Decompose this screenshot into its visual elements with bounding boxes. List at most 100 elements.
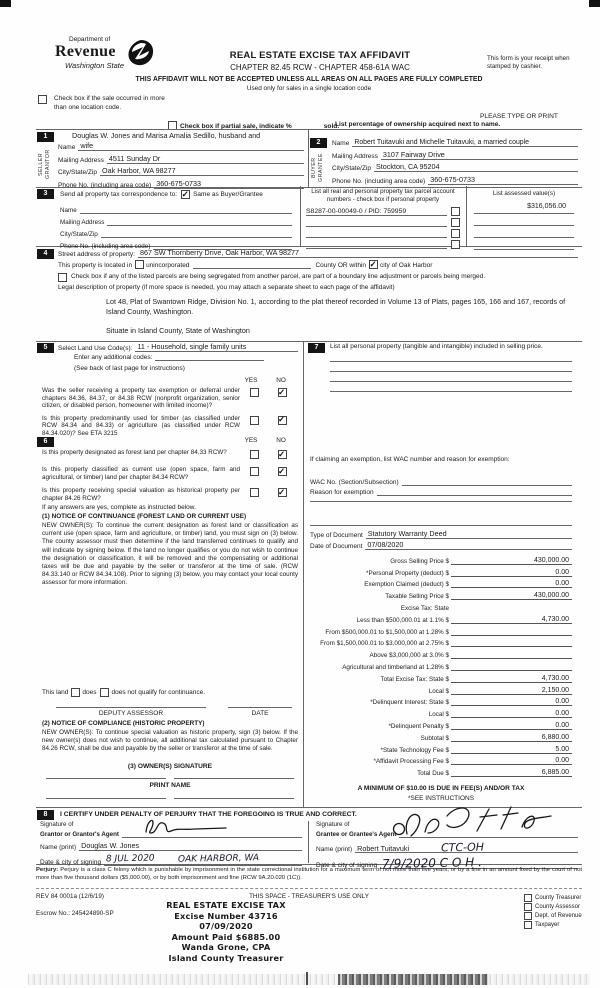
scan-artifact-strip: [28, 972, 590, 985]
question-text: Is this property receiving special valua…: [42, 487, 240, 503]
dept-of-label: Department of: [69, 36, 111, 43]
tax-row-label: *Delinquent Penalty $: [388, 722, 449, 730]
distribution-checkbox: [524, 902, 532, 911]
county-or-within-label: County OR within: [315, 262, 367, 269]
distribution-checkbox: [524, 911, 532, 920]
tax-row-label: Local $: [428, 711, 449, 719]
tax-row-value: 0.00: [451, 757, 572, 766]
right-column: 7 List all personal property (tangible a…: [308, 341, 582, 807]
no-header-6: NO: [276, 437, 286, 444]
tax-row-label: Gross Selling Price $: [390, 557, 449, 565]
yes-checkbox: [250, 388, 259, 397]
tax-row-label: *State Technology Fee $: [380, 746, 450, 754]
seller-address-label: Mailing Address: [58, 156, 104, 164]
section-3-number: 3: [37, 189, 54, 199]
tax-row-label: Local $: [428, 687, 449, 695]
no-checkbox: [277, 487, 287, 498]
yes-checkbox: [250, 467, 259, 476]
land-use-label: Select Land Use Code(s):: [58, 345, 133, 352]
grantee-extra-handwriting: CTC-OH: [440, 840, 484, 855]
assessed-header: List assessed value(s): [492, 190, 556, 197]
notice-continuance-body: NEW OWNER(S): To continue the current de…: [42, 522, 298, 587]
does-not-label: does not qualify for continuance.: [111, 689, 206, 696]
property-section: 4 Street address of property: 867 SW Tho…: [36, 247, 582, 342]
no-checkbox: [277, 414, 287, 425]
additional-codes-line: [155, 360, 264, 361]
tax-row-value: 5.00: [451, 746, 572, 754]
parcel-header: List all real and personal property tax …: [311, 188, 455, 203]
correspondence-field-label: Phone No. (including area code): [60, 243, 151, 250]
city-checkbox: [369, 259, 379, 270]
footer-divider: [36, 888, 582, 889]
exemption-prompt: If claiming an exemption, list WAC numbe…: [310, 456, 510, 463]
tax-row-value: 4,730.00: [451, 616, 572, 624]
legal-description-label: Legal description of property (if more s…: [58, 284, 395, 291]
partial-sale-sold-label: sold.: [323, 123, 340, 130]
certify-statement: I CERTIFY UNDER PENALTY OF PERJURY THAT …: [60, 811, 357, 818]
revenue-swoosh-icon: [128, 40, 154, 66]
stamp-line: 07/09/2020: [199, 921, 253, 932]
treasurer-stamp: REAL ESTATE EXCISE TAX Excise Number 4371…: [136, 900, 316, 964]
grantee-signature-line: [393, 806, 578, 838]
notice-continuance-title: (1) NOTICE OF CONTINUANCE (FOREST LAND O…: [42, 513, 247, 520]
correspondence-field-label: City/State/Zip: [60, 231, 98, 238]
personal-property-line-1: [330, 361, 572, 362]
tax-row-label: Agricultural and timberland at 1.28% $: [342, 663, 449, 671]
assessor-date-label: DATE: [251, 710, 269, 717]
section-8-number: 8: [37, 810, 54, 820]
seller-box: 1 SELLER GRANTOR Douglas W. Jones and Mar…: [36, 130, 309, 189]
grantor-city-handwriting: OAK HARBOR, WA: [178, 853, 260, 865]
signature-of-label: Signature of: [316, 821, 350, 828]
tax-row-value: 4,730.00: [451, 675, 572, 683]
tax-row-value: [451, 634, 572, 636]
correspondence-field-label: Mailing Address: [60, 219, 105, 226]
parcel-list: S8287-00-00049-0 / PID: 759959: [306, 206, 460, 249]
print-name-line-2: [174, 798, 294, 799]
reason-exemption-line-2: [310, 501, 572, 502]
tax-row-value: 0.00: [451, 580, 572, 589]
buyer-csz-value: Stockton, CA 95204: [374, 162, 578, 172]
seller-phone-value: 360-675-0733: [154, 179, 304, 189]
buyer-csz-label: City/State/Zip: [332, 165, 372, 172]
grantor-signature-line: [121, 819, 302, 838]
assessed-values: $316,056.00: [474, 203, 574, 250]
no-checkbox: [277, 449, 287, 460]
personal-property-checkbox: [451, 228, 460, 238]
no-checkbox: [277, 387, 287, 398]
type-of-document-value: Statutory Warranty Deed: [365, 529, 572, 539]
legal-description-text: Lot 48, Plat of Swantown Ridge, Division…: [106, 297, 566, 317]
land-use-value: 11 - Household, single family units: [135, 342, 298, 352]
seller-csz-value: Oak Harbor, WA 98277: [100, 166, 304, 176]
question-text: Is this property classified as current u…: [42, 466, 240, 481]
stamp-line: Amount Paid $6885.00: [171, 931, 281, 942]
distribution-label: County Assessor: [535, 903, 581, 910]
usage-line: Used only for sales in a single location…: [246, 85, 372, 92]
tax-row-label: Less than $500,000.01 at 1.1% $: [356, 616, 449, 624]
buyer-name-label: Name: [332, 140, 350, 147]
agency-logo: Department of Revenue Washington State: [55, 36, 185, 70]
personal-property-line-2: [330, 371, 572, 372]
correspondence-label: Send all property tax correspondence to:: [60, 191, 178, 198]
qualify-pre-label: This land: [42, 689, 69, 696]
yes-checkbox: [250, 415, 259, 425]
tax-row-label: *Affidavit Processing Fee $: [373, 758, 450, 766]
grantee-signature-block: Signature of Grantee or Grantee's Agent: [316, 806, 578, 871]
assessed-value: [474, 227, 574, 238]
grantee-name-print-label: Name (print): [316, 846, 353, 853]
partial-sale-label: Check box if partial sale, indicate %: [180, 123, 292, 130]
rev-number: REV 84 0001a (12/6/19): [36, 893, 104, 900]
tax-row-value: 430,000.00: [451, 592, 572, 601]
scan-mark-top-right: [589, 0, 600, 7]
distribution-label: Dept. of Revenue: [535, 912, 582, 919]
seller-name-line2: wife: [78, 141, 304, 151]
please-type-label: PLEASE TYPE OR PRINT: [480, 113, 558, 120]
section-2-number: 2: [310, 138, 327, 148]
print-name-line-1: [46, 798, 166, 799]
personal-property-checkbox: [451, 206, 460, 216]
assessed-value: $316,056.00: [474, 203, 574, 214]
tax-row-value: 0.00: [451, 698, 572, 707]
tax-row-value: 2,150.00: [451, 687, 572, 695]
distribution-label: Taxpayer: [535, 921, 560, 928]
buyer-name-value: Robert Tuitavuki and Michelle Tuitavuki,…: [352, 139, 578, 147]
does-label: does: [82, 689, 97, 696]
